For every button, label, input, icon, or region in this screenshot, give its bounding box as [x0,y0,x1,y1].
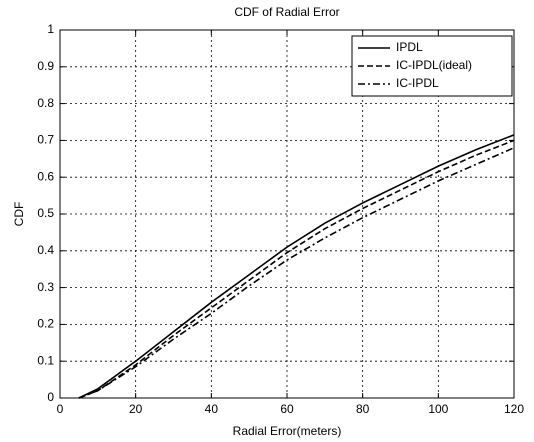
x-tick-label: 40 [205,402,219,416]
legend-label: IC-IPDL [396,76,439,90]
y-tick-label: 0.5 [37,206,54,220]
x-tick-label: 100 [428,402,448,416]
y-tick-label: 0.4 [37,243,54,257]
y-tick-label: 1 [47,22,54,36]
chart-title: CDF of Radial Error [234,5,339,19]
x-axis-label: Radial Error(meters) [233,424,342,438]
axes-box [59,29,515,399]
y-axis-label: CDF [12,202,26,227]
y-tick-label: 0.7 [37,133,54,147]
y-tick-label: 0.8 [37,96,54,110]
y-tick-label: 0.9 [37,59,54,73]
y-tick-label: 0.1 [37,353,54,367]
y-tick-label: 0.2 [37,317,54,331]
y-tick-label: 0 [47,390,54,404]
x-tick-label: 80 [356,402,370,416]
x-tick-label: 120 [504,402,524,416]
y-tick-label: 0.6 [37,169,54,183]
y-tick-label: 0.3 [37,280,54,294]
legend-label: IPDL [396,40,423,54]
x-tick-label: 20 [129,402,143,416]
series-line [78,139,515,399]
series-line [78,147,515,399]
x-tick-label: 60 [280,402,294,416]
x-tick-label: 0 [57,402,64,416]
series-line [78,134,515,399]
legend-label: IC-IPDL(ideal) [396,58,472,72]
